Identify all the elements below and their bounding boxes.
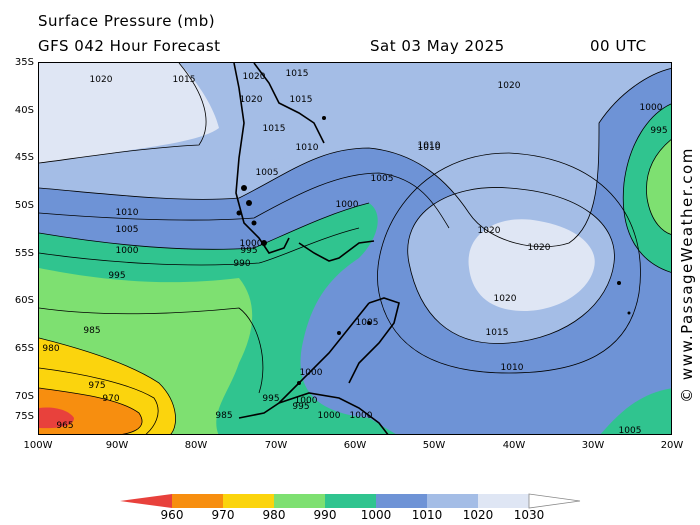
credit-text: © www.PassageWeather.com	[678, 147, 696, 403]
colorbar-label: 1030	[513, 508, 545, 522]
lon-label: 80W	[184, 440, 208, 451]
colorbar-label: 960	[160, 508, 184, 522]
lat-label: 35S	[14, 57, 34, 68]
isobar-label: 1000	[240, 239, 263, 249]
isobar-label: 1015	[263, 124, 286, 134]
isobars	[39, 63, 671, 434]
colorbar-segment	[478, 494, 529, 508]
isobar-label: 965	[56, 421, 73, 431]
isobar-label: 980	[42, 344, 59, 354]
credit-text-container: © www.PassageWeather.com	[672, 147, 700, 403]
colorbar-segment	[325, 494, 376, 508]
lon-label: 60W	[343, 440, 367, 451]
isobar-label: 1005	[356, 318, 379, 328]
lat-label: 70S	[14, 391, 34, 402]
isobar-label: 1005	[619, 426, 642, 435]
colorbar-segment	[376, 494, 427, 508]
lat-label: 75S	[14, 411, 34, 422]
isobar-labels: 1020 1015 1020 1015 1020 1015 1010 1015 …	[42, 69, 667, 435]
isobar-label: 1000	[336, 200, 359, 210]
isobar-label: 1020	[90, 75, 113, 85]
lon-label: 30W	[581, 440, 605, 451]
isobar-label: 1000	[640, 103, 663, 113]
colorbar-segment	[528, 493, 581, 509]
isobar-label: 970	[102, 394, 119, 404]
isobar-label: 1000	[318, 411, 341, 421]
colorbar-label: 1010	[411, 508, 443, 522]
pressure-field-east-990	[646, 139, 671, 235]
lon-label: 100W	[23, 440, 53, 451]
isobar-label: 975	[88, 381, 105, 391]
lon-label: 40W	[502, 440, 526, 451]
lat-label: 65S	[14, 343, 34, 354]
colorbar-label: 990	[313, 508, 337, 522]
isobar-label: 1010	[296, 143, 319, 153]
isobar-label: 995	[292, 402, 309, 412]
lon-label: 20W	[660, 440, 684, 451]
colorbar-segment	[274, 494, 325, 508]
colorbar	[120, 493, 581, 509]
isobar-label: 995	[108, 271, 125, 281]
map-title: Surface Pressure (mb)	[38, 12, 216, 30]
lat-label: 60S	[14, 295, 34, 306]
isobar-label: 1020	[478, 226, 501, 236]
colorbar-segment	[427, 494, 478, 508]
isobar-label: 1010	[116, 208, 139, 218]
colorbar-label: 1020	[462, 508, 494, 522]
isobar-label: 1010	[418, 141, 441, 151]
isobar-label: 1015	[173, 75, 196, 85]
lon-label: 70W	[264, 440, 288, 451]
lat-label: 40S	[14, 105, 34, 116]
isobar-label: 1000	[300, 368, 323, 378]
forecast-time: 00 UTC	[590, 37, 647, 55]
isobar-label: 1020	[528, 243, 551, 253]
lon-label: 90W	[105, 440, 129, 451]
lon-label: 50W	[422, 440, 446, 451]
isobar-label: 1020	[243, 72, 266, 82]
isobar-label: 1015	[286, 69, 309, 79]
pressure-map[interactable]: 1020 1015 1020 1015 1020 1015 1010 1015 …	[38, 62, 672, 435]
colorbar-label: 970	[211, 508, 235, 522]
isobar-label: 995	[240, 246, 257, 256]
lat-label: 50S	[14, 200, 34, 211]
isobar-label: 985	[215, 411, 232, 421]
isobar-label: 990	[233, 259, 250, 269]
islands	[236, 116, 631, 385]
colorbar-segment	[223, 494, 274, 508]
low-pressure-center	[39, 407, 74, 429]
lat-label: 55S	[14, 248, 34, 259]
forecast-date: Sat 03 May 2025	[370, 37, 505, 55]
forecast-label: GFS 042 Hour Forecast	[38, 37, 221, 55]
colorbar-segment	[172, 494, 223, 508]
isobar-label: 1010	[418, 143, 441, 153]
isobar-label: 1005	[116, 225, 139, 235]
isobar-label: 985	[83, 326, 100, 336]
isobar-label: 1010	[501, 363, 524, 373]
pressure-field-1020-1030	[39, 63, 219, 163]
isobar-label: 1020	[494, 294, 517, 304]
colorbar-label: 980	[262, 508, 286, 522]
isobar-label: 1000	[116, 246, 139, 256]
pressure-field-se-1000	[600, 388, 671, 434]
isobar-label: 1020	[498, 81, 521, 91]
colorbar-segment	[120, 494, 172, 508]
colorbar-label: 1000	[360, 508, 392, 522]
isobar-label: 995	[650, 126, 667, 136]
lat-label: 45S	[14, 152, 34, 163]
isobar-label: 1015	[290, 95, 313, 105]
isobar-label: 1000	[350, 411, 373, 421]
isobar-label: 1020	[240, 95, 263, 105]
isobar-label: 1000	[295, 396, 318, 406]
high-pressure-center	[468, 219, 595, 311]
isobar-label: 995	[262, 394, 279, 404]
isobar-label: 1005	[371, 174, 394, 184]
isobar-label: 1005	[256, 168, 279, 178]
isobar-label: 1015	[486, 328, 509, 338]
